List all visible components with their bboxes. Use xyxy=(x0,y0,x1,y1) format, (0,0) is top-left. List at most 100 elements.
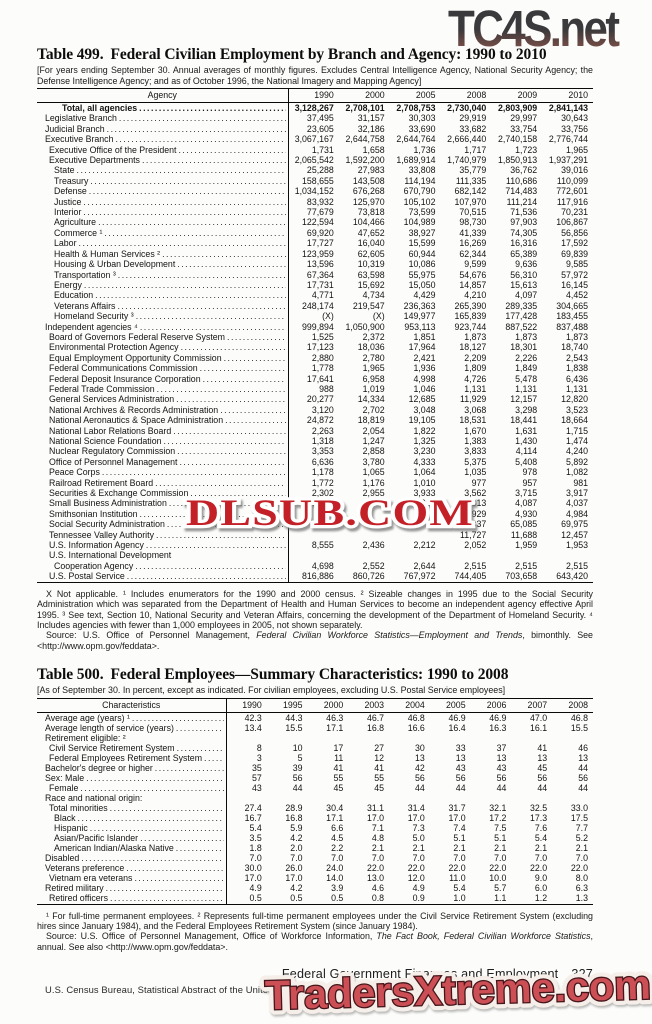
row-value: 56,310 xyxy=(510,269,538,280)
row-value: 55 xyxy=(374,772,385,783)
row-value: 1,318 xyxy=(311,436,334,446)
row-value: 16,145 xyxy=(561,279,588,290)
row-value: 3,048 xyxy=(413,404,436,415)
row-label: Retirement eligible: ² xyxy=(37,732,227,743)
row-value: 15.5 xyxy=(570,722,588,733)
row-value: 2,780 xyxy=(362,352,385,363)
row-value: 4,097 xyxy=(515,290,538,301)
row-value xyxy=(226,793,267,803)
row-value: 111,214 xyxy=(506,196,538,207)
row-value: 18,531 xyxy=(459,415,487,426)
table500-col-2006: 2006 xyxy=(470,698,512,713)
row-value: 20,277 xyxy=(306,394,334,405)
row-value: 3,715 xyxy=(515,488,538,499)
row-label: Tennessee Valley Authority..............… xyxy=(37,529,289,541)
row-label: Health & Human Services ²...............… xyxy=(37,248,289,260)
row-value: 3.9 xyxy=(331,883,344,894)
table-499: Agency 1990 2000 2005 2008 2009 2010 Tot… xyxy=(37,88,593,583)
row-value xyxy=(471,793,512,803)
row-value: 714,483 xyxy=(505,186,538,197)
table-row: Defense.................................… xyxy=(37,186,593,197)
row-value xyxy=(339,509,390,519)
dot-leader: ........................................… xyxy=(106,123,286,134)
row-value: 17,727 xyxy=(306,238,334,249)
row-value: 219,547 xyxy=(352,300,385,311)
row-value: 2,421 xyxy=(413,352,436,363)
row-value: 33.0 xyxy=(570,803,588,814)
row-value: 149,977 xyxy=(403,311,436,322)
row-value: 30,303 xyxy=(408,113,436,124)
row-value: 1,873 xyxy=(515,331,538,342)
table499-col-2005: 2005 xyxy=(389,88,441,103)
dot-leader: ........................................… xyxy=(77,813,224,824)
row-label: Treasury................................… xyxy=(37,175,289,187)
row-value: 56 xyxy=(578,772,588,783)
row-value: 14,334 xyxy=(357,394,385,405)
row-value: 2,372 xyxy=(362,331,385,342)
row-value: 2,054 xyxy=(362,425,385,436)
row-value: 3,120 xyxy=(311,404,334,415)
row-label: Disabled................................… xyxy=(37,853,227,864)
row-value: 2.1 xyxy=(371,843,385,854)
row-value: 1,046 xyxy=(413,383,436,394)
table500-headnote: [As of September 30. In percent, except … xyxy=(37,685,506,696)
row-value: 35,779 xyxy=(459,165,487,176)
row-label: Asian/Pacific Islander..................… xyxy=(37,833,227,844)
table-row: Board of Governors Federal Reserve Syste… xyxy=(37,331,593,343)
row-value xyxy=(491,550,542,560)
row-label: Defense.................................… xyxy=(37,186,289,197)
row-label: American Indian/Alaska Native...........… xyxy=(37,843,227,854)
row-value: 42.3 xyxy=(244,712,262,723)
table-row: National Aeronautics & Space Administrat… xyxy=(37,415,593,426)
census-bureau-line: U.S. Census Bureau, Statistical Abstract… xyxy=(45,984,330,996)
row-label: Peace Corps.............................… xyxy=(37,467,289,478)
dot-leader: ........................................… xyxy=(80,782,224,793)
dot-leader: ........................................… xyxy=(162,248,285,259)
row-value xyxy=(430,733,471,743)
row-value: 2,515 xyxy=(515,560,538,571)
row-value: 67,364 xyxy=(306,269,334,280)
row-value: 4,734 xyxy=(362,290,385,301)
row-value: 5.0 xyxy=(412,833,425,844)
row-value: 14,857 xyxy=(459,279,487,290)
row-label: Smithsonian Institution.................… xyxy=(37,508,289,520)
table-row: Independent agencies ⁴..................… xyxy=(37,321,593,332)
dot-leader: ........................................… xyxy=(163,436,286,446)
row-value: 36,762 xyxy=(510,165,538,176)
row-value: 2,436 xyxy=(362,540,385,551)
row-label: Executive Branch........................… xyxy=(37,134,289,145)
row-value xyxy=(348,733,389,743)
row-value: 110,099 xyxy=(556,175,588,186)
row-value xyxy=(390,530,441,540)
row-value xyxy=(552,793,593,803)
table500-footnote-text: ¹ For full-time permanent employees. ² R… xyxy=(37,910,593,931)
row-value: 17 xyxy=(333,742,344,753)
row-value: 39 xyxy=(292,762,303,773)
row-label: Social Security Administration..........… xyxy=(37,519,289,530)
row-value: 22.0 xyxy=(570,863,588,874)
row-label: Homeland Security ³.....................… xyxy=(37,311,289,322)
row-value: 9,636 xyxy=(515,259,538,270)
row-value: 17,641 xyxy=(306,373,334,384)
row-value: 17,123 xyxy=(306,342,334,353)
row-label: General Services Administration.........… xyxy=(37,394,289,405)
dot-leader: ........................................… xyxy=(176,394,285,405)
row-value: 41,339 xyxy=(459,227,487,238)
row-value: 41 xyxy=(537,742,548,753)
row-value: 24,872 xyxy=(306,415,334,426)
row-label: Executive Office of the President.......… xyxy=(37,144,289,156)
row-value: 1,965 xyxy=(362,363,385,374)
row-value: 19,105 xyxy=(408,415,436,426)
row-value: 45 xyxy=(537,762,548,773)
table500-col-2003: 2003 xyxy=(348,698,390,713)
row-value: 1,689,914 xyxy=(396,155,436,166)
row-value: 13 xyxy=(455,752,466,763)
row-value: 44 xyxy=(415,782,425,793)
row-value: 16.1 xyxy=(530,722,548,733)
table499-title-text: Federal Civilian Employment by Branch an… xyxy=(110,46,547,63)
row-value xyxy=(308,793,349,803)
row-value: 7.5 xyxy=(494,823,507,834)
row-value: 978 xyxy=(522,467,538,478)
row-value: 1,082 xyxy=(565,467,588,478)
row-value: 4,210 xyxy=(464,290,487,301)
